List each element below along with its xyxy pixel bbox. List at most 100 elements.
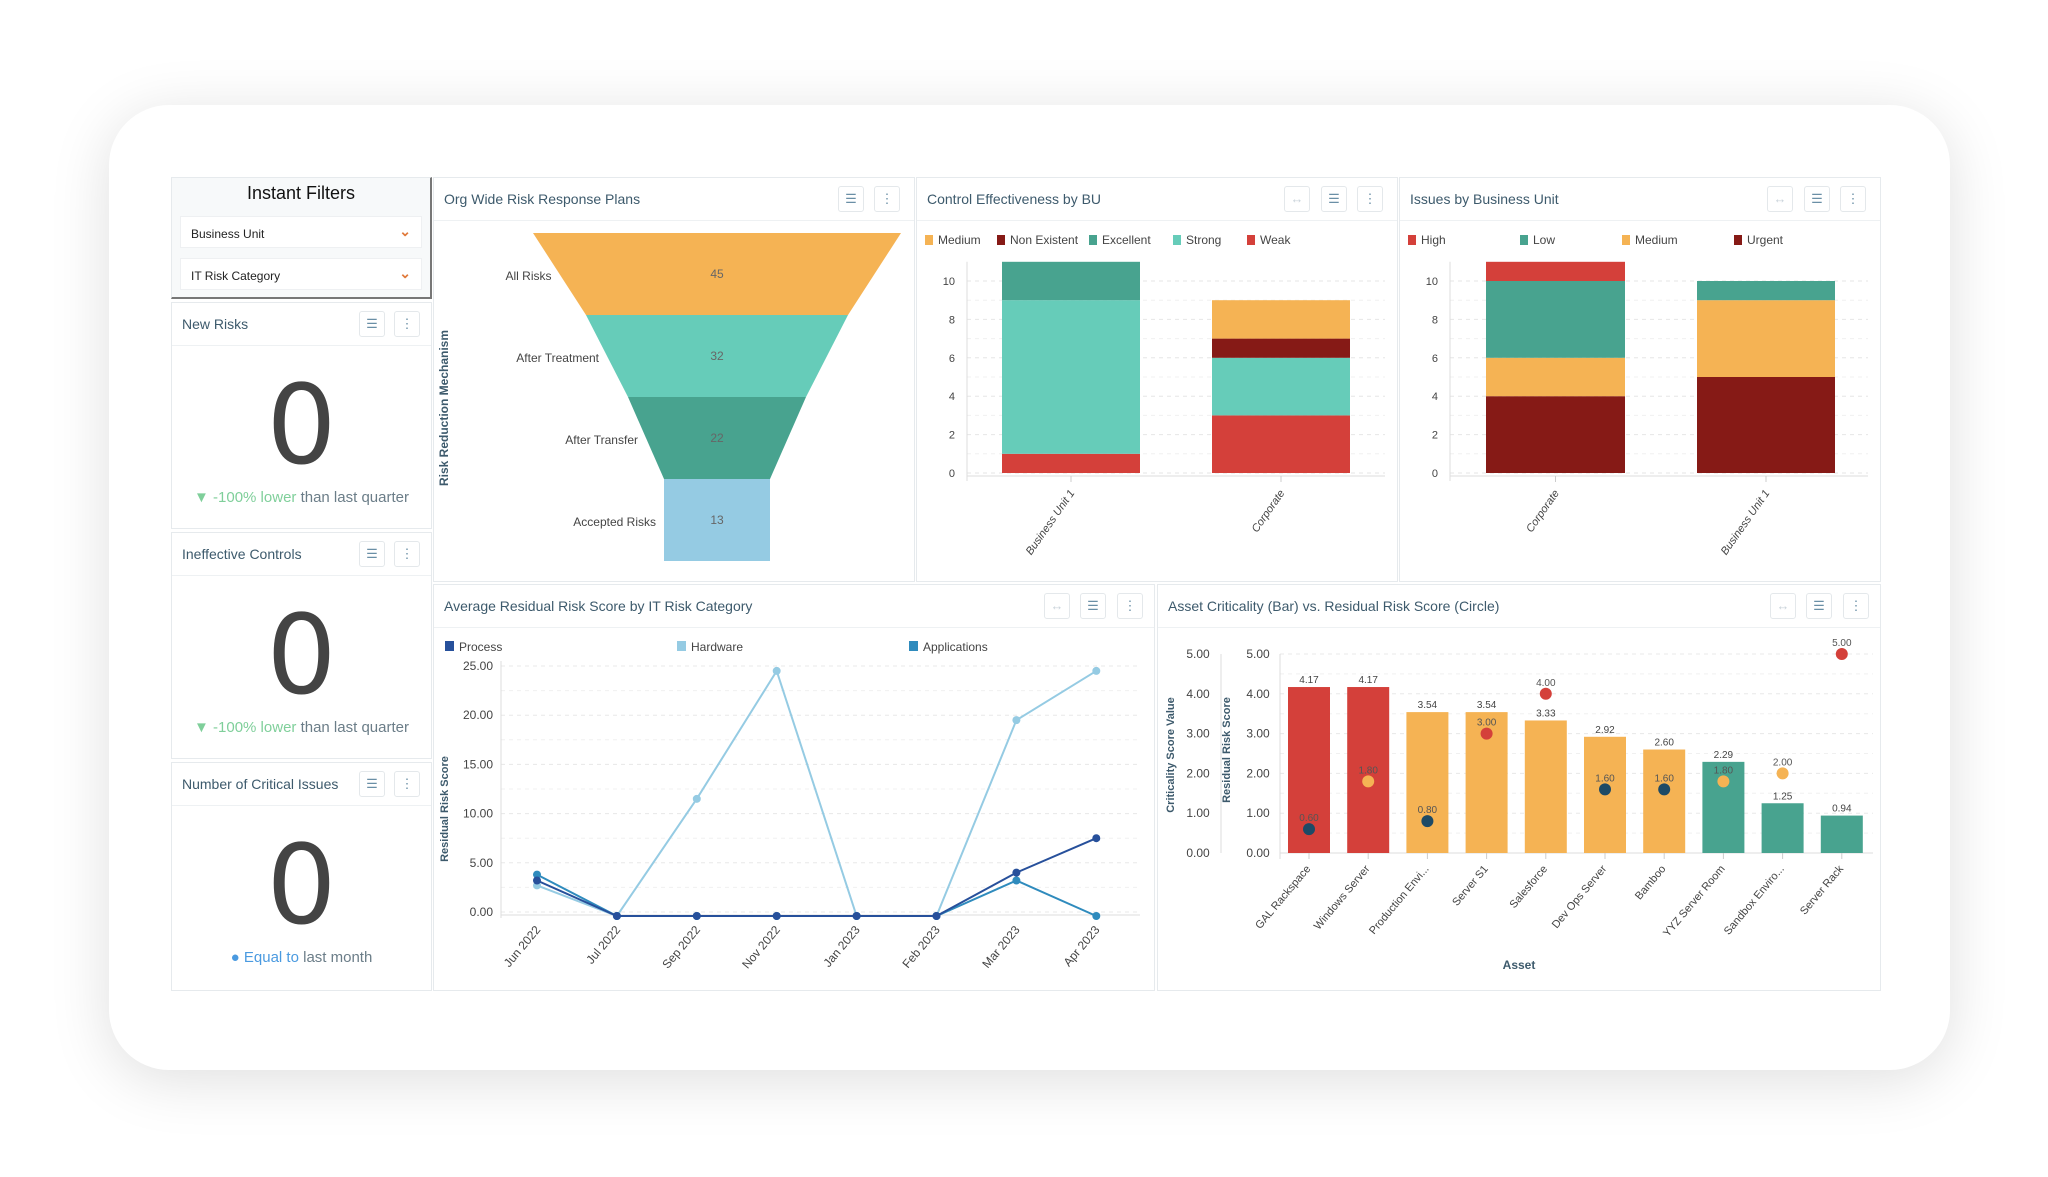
more-vertical-icon[interactable]: ⋮ [1117,593,1143,619]
y2-tick-label: 2.00 [1246,766,1270,780]
data-point [1012,868,1021,877]
circle-label: 1.80 [1358,765,1378,776]
kpi-delta: ▼ -100% lower [194,719,297,736]
data-circle [1658,783,1671,796]
bar-label: 1.25 [1773,791,1793,802]
x-tick-label: Business Unit 1 [1024,488,1078,557]
data-point [772,912,781,920]
funnel-value: 22 [710,431,724,445]
bar-label: 4.17 [1299,675,1319,686]
x-axis-title: Asset [1503,958,1536,972]
y2-tick-label: 1.00 [1246,806,1270,820]
filter-icon[interactable]: ☰ [1806,593,1832,619]
bar-label: 3.54 [1477,700,1497,711]
data-circle [1776,767,1789,780]
filter-icon[interactable]: ☰ [838,186,864,212]
legend-label: High [1421,233,1446,247]
panel-title: Asset Criticality (Bar) vs. Residual Ris… [1168,598,1500,614]
bar-segment [1212,357,1350,416]
kpi-delta: ● Equal to [230,949,299,966]
data-point [1092,666,1101,675]
circle-label: 1.60 [1595,773,1615,784]
residual-risk-chart: Process Hardware Applications 0.00 5.00 10.00… [439,640,1140,971]
y-axis-title: Risk Reduction Mechanism [437,330,451,486]
bar-label: 3.54 [1418,700,1438,711]
y-tick-label: 8 [949,314,955,326]
bar [1347,687,1390,853]
x-tick-label: Corporate [1524,488,1562,535]
x-tick-label: Dev Ops Server [1550,863,1610,931]
y-tick-label: 4 [1432,391,1438,403]
bar-segment [1002,453,1140,473]
control-effectiveness-panel: Control Effectiveness by BU ↔ ☰ ⋮ Medium Non… [916,177,1398,582]
data-point [932,912,941,920]
data-circle [1717,775,1730,788]
y-tick-label: 4.00 [1186,687,1210,701]
funnel-value: 32 [710,349,724,363]
bar-label: 3.33 [1536,708,1556,719]
funnel-chart: 45 All Risks 32 After Treatment 22 After Tran… [437,233,901,561]
asset-criticality-panel: Asset Criticality (Bar) vs. Residual Ris… [1157,584,1881,991]
filter-icon[interactable]: ☰ [359,771,385,797]
y-axis-title: Criticality Score Value [1165,697,1177,813]
panel-title: Issues by Business Unit [1410,191,1559,207]
legend-label: Non Existent [1010,233,1079,247]
data-point [772,666,781,675]
data-circle [1835,648,1848,660]
more-vertical-icon[interactable]: ⋮ [874,186,900,212]
filter-icon[interactable]: ☰ [359,311,385,337]
funnel-label: All Risks [505,269,551,283]
bar [1406,712,1449,853]
x-tick-label: Jun 2022 [501,923,544,970]
fit-width-icon[interactable]: ↔ [1284,186,1310,212]
legend-swatch [1520,235,1528,245]
legend-label: Excellent [1102,233,1151,247]
more-vertical-icon[interactable]: ⋮ [394,541,420,567]
panel-title: Number of Critical Issues [182,776,339,792]
legend-label: Hardware [691,640,743,654]
series-line [536,668,1097,918]
circle-label: 2.00 [1773,757,1793,768]
y2-tick-label: 4.00 [1246,687,1270,701]
kpi-delta: ▼ -100% lower [194,489,297,506]
panel-title: Ineffective Controls [182,546,302,562]
more-vertical-icon[interactable]: ⋮ [394,771,420,797]
it-risk-category-dropdown[interactable]: IT Risk Category ⌄ [180,258,422,290]
funnel-value: 45 [710,267,724,281]
filter-icon[interactable]: ☰ [1321,186,1347,212]
data-circle [1303,823,1315,836]
y-tick-label: 0 [1432,468,1438,480]
x-tick-label: Server Rack [1798,863,1846,917]
panel-title: Average Residual Risk Score by IT Risk C… [444,598,753,614]
more-vertical-icon[interactable]: ⋮ [1357,186,1383,212]
fit-width-icon[interactable]: ↔ [1767,186,1793,212]
y-tick-label: 2 [1432,430,1438,442]
circle-label: 0.60 [1299,813,1319,824]
filter-icon[interactable]: ☰ [1080,593,1106,619]
issues-chart: High Low Medium Urgent 0 2 4 6 8 10 Corporate Busin… [1408,233,1868,557]
bar-label: 2.60 [1654,738,1674,749]
fit-width-icon[interactable]: ↔ [1770,593,1796,619]
data-circle [1539,687,1552,700]
bar-segment [1697,377,1835,473]
more-vertical-icon[interactable]: ⋮ [1843,593,1869,619]
data-point [1012,716,1021,725]
more-vertical-icon[interactable]: ⋮ [1840,186,1866,212]
kpi-value: 0 [266,591,337,719]
y-tick-label: 6 [949,353,955,365]
filter-icon[interactable]: ☰ [359,541,385,567]
legend-label: Applications [923,640,988,654]
x-tick-label: YYZ Server Room [1661,863,1728,939]
business-unit-dropdown[interactable]: Business Unit ⌄ [180,216,422,248]
funnel-segment [628,397,806,479]
more-vertical-icon[interactable]: ⋮ [394,311,420,337]
y-tick-label: 2.00 [1186,766,1210,780]
filter-icon[interactable]: ☰ [1804,186,1830,212]
panel-title: New Risks [182,316,249,332]
x-tick-label: Feb 2023 [899,923,943,971]
x-tick-label: Sandbox Enviro... [1722,863,1787,937]
fit-width-icon[interactable]: ↔ [1044,593,1070,619]
kpi-delta-suffix: than last quarter [296,719,409,736]
legend-swatch [677,641,686,651]
legend-label: Medium [1635,233,1678,247]
